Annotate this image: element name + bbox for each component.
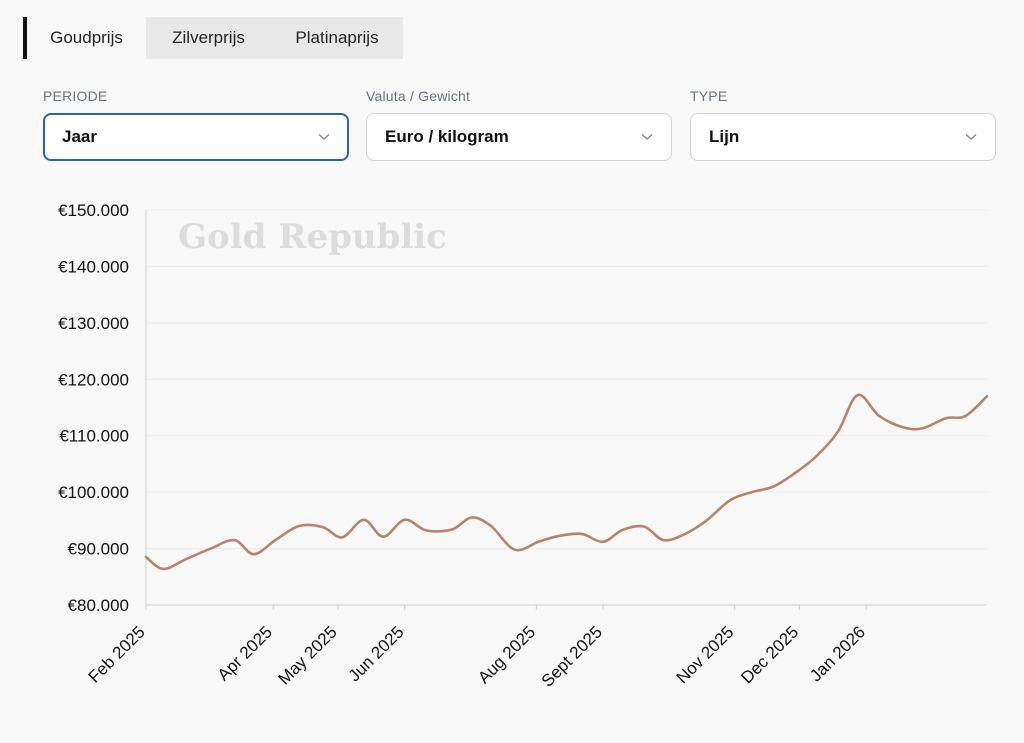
- y-tick-label: €150.000: [58, 201, 129, 220]
- active-tab-indicator: [23, 17, 27, 59]
- tab-platinaprijs[interactable]: Platinaprijs: [271, 17, 403, 59]
- valuta-value: Euro / kilogram: [385, 127, 509, 146]
- y-tick-label: €90.000: [68, 540, 129, 559]
- x-tick-label: Apr 2025: [214, 622, 276, 684]
- x-tick-label: May 2025: [275, 622, 341, 688]
- periode-value: Jaar: [62, 127, 97, 146]
- x-tick-label: Nov 2025: [673, 622, 738, 687]
- tab-goudprijs[interactable]: Goudprijs: [27, 17, 146, 59]
- type-select[interactable]: Lijn: [690, 113, 996, 161]
- periode-select[interactable]: Jaar: [43, 113, 349, 161]
- y-axis: €150.000 €140.000 €130.000 €120.000 €110.000…: [58, 201, 129, 615]
- metal-tabs: Goudprijs Zilverprijs Platinaprijs: [23, 17, 403, 59]
- type-filter: TYPE Lijn: [690, 88, 996, 161]
- price-chart: Gold Republic €150.000€140.000€130.000€1…: [58, 201, 989, 691]
- periode-filter: PERIODE Jaar: [43, 88, 349, 161]
- x-tick-label: Dec 2025: [737, 622, 802, 687]
- y-tick-label: €120.000: [58, 370, 129, 389]
- valuta-label: Valuta / Gewicht: [366, 88, 471, 104]
- tab-zilverprijs[interactable]: Zilverprijs: [146, 17, 271, 59]
- chevron-down-icon: [965, 131, 977, 143]
- valuta-filter: Valuta / Gewicht Euro / kilogram: [366, 88, 672, 161]
- y-tick-label: €80.000: [68, 596, 129, 615]
- gold-price-line: [144, 393, 989, 571]
- type-label: TYPE: [690, 88, 728, 104]
- valuta-select[interactable]: Euro / kilogram: [366, 113, 672, 161]
- y-tick-label: €110.000: [59, 427, 129, 446]
- x-tick-label: Aug 2025: [474, 622, 539, 687]
- x-tick-label: Jan 2026: [806, 622, 869, 685]
- x-tick-label: Sept 2025: [538, 622, 606, 690]
- type-value: Lijn: [709, 127, 740, 146]
- y-tick-label: €140.000: [58, 257, 129, 276]
- watermark: Gold Republic: [178, 217, 447, 257]
- chevron-down-icon: [318, 131, 330, 143]
- periode-label: PERIODE: [43, 88, 108, 104]
- grid-lines: [146, 209, 987, 550]
- x-tick-label: Feb 2025: [85, 622, 149, 686]
- chevron-down-icon: [641, 131, 653, 143]
- x-tick-label: Jun 2025: [345, 622, 408, 685]
- y-tick-label: €130.000: [58, 314, 129, 333]
- y-tick-label: €100.000: [58, 483, 129, 502]
